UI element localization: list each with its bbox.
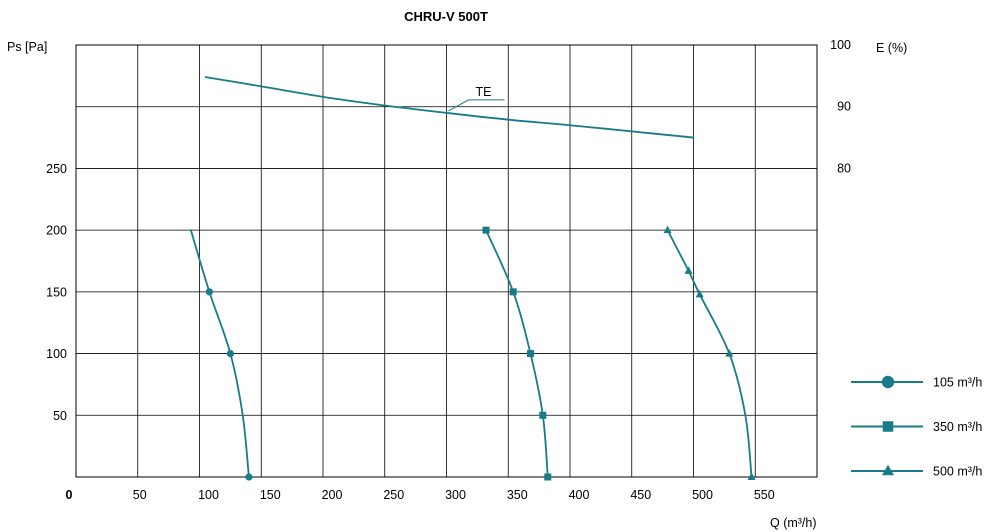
data-point-square [539,411,547,419]
y2-axis-label: E (%) [876,41,907,55]
x-tick-label: 400 [569,488,590,502]
legend-triangle-marker [882,464,894,476]
y-tick-label: 50 [53,409,67,423]
y-tick-label: 100 [46,347,67,361]
data-point-square [509,288,517,296]
x-tick-label: 450 [630,488,651,502]
data-point-triangle [684,266,693,274]
data-point-circle [226,349,234,358]
y-tick-label: 200 [46,224,67,238]
y2-tick-label: 80 [837,161,851,175]
x-tick-label: 200 [322,488,343,502]
data-point-circle [205,288,213,296]
legend-item: 105 m³/h [851,376,982,390]
legend-item: 500 m³/h [851,465,982,479]
curve-annotations: TE [448,85,505,112]
y-axis-label: Ps [Pa] [7,40,47,54]
legend-label: 350 m³/h [933,420,982,434]
legend-square-marker [882,421,894,432]
legend-circle-marker [881,375,895,389]
grid [75,44,818,478]
legend-label: 105 m³/h [933,376,982,390]
y2-tick-label: 90 [837,100,851,114]
data-point-square [544,473,552,481]
plot-area-border [75,44,818,478]
data-point-triangle [695,289,704,298]
x-tick-label: 550 [754,488,775,502]
x-axis-label: Q (m³/h) [770,516,817,530]
x-tick-label: 300 [445,488,466,502]
data-point-triangle [663,225,672,234]
data-point-triangle [747,472,756,480]
chart-legend: 105 m³/h 350 m³/h 500 m³/h [851,376,982,479]
data-point-square [526,350,534,358]
y2-tick-label: 100 [830,38,851,52]
tick-labels: 0 50 100 150 200 250 300 350 400 450 500 550 50 100 15… [46,38,851,502]
curve-label-leader [448,99,505,112]
curve-label-te: TE [476,85,492,99]
legend-label: 500 m³/h [933,465,982,479]
y-tick-label: 250 [46,162,67,176]
curve-te [204,76,695,139]
x-tick-label: 150 [260,488,281,502]
x-tick-label: 100 [198,488,219,502]
x-tick-label: 50 [133,488,147,502]
x-tick-label: 500 [692,488,713,502]
x-tick-label: 0 [66,488,73,502]
data-point-triangle [725,349,734,357]
data-point-circle [245,473,253,481]
x-tick-label: 250 [383,488,404,502]
chart-title: CHRU-V 500T [404,9,488,24]
x-tick-label: 350 [507,488,528,502]
data-point-square [482,226,490,234]
series-curves [189,76,756,481]
legend-item: 350 m³/h [851,420,982,434]
y-tick-label: 150 [46,285,67,299]
